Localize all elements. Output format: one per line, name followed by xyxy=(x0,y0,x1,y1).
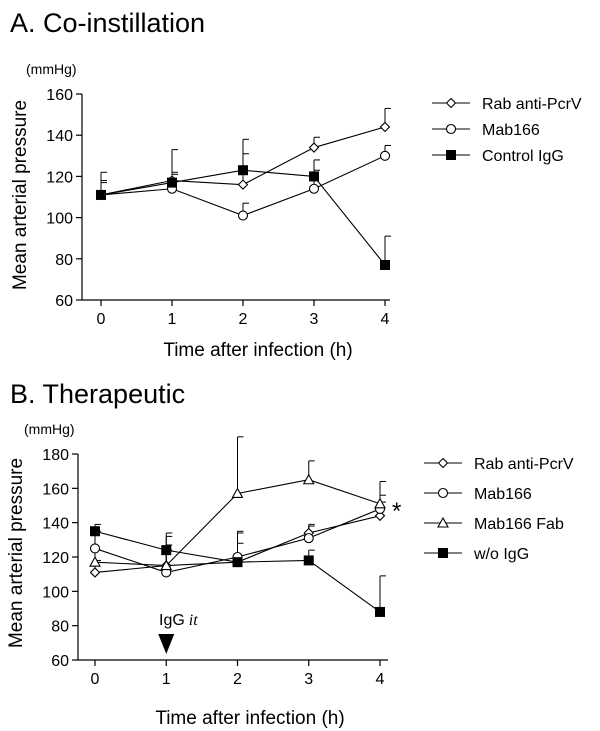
data-point xyxy=(380,259,390,270)
data-point xyxy=(167,177,177,188)
data-point xyxy=(308,142,320,153)
data-point xyxy=(303,555,314,566)
x-tick-label: 3 xyxy=(310,311,319,328)
panel-b-y-ticks: 60 80 100 120 140 160 180 xyxy=(42,447,78,670)
x-tick-label: 4 xyxy=(376,671,385,688)
panel-b-x-ticks: 0 1 2 3 4 xyxy=(91,660,385,688)
panel-b-x-axis-label: Time after infection (h) xyxy=(155,708,344,729)
panel-b-title: B. Therapeutic xyxy=(10,379,185,409)
data-point xyxy=(238,165,248,176)
data-point xyxy=(89,567,101,578)
data-point xyxy=(375,606,385,617)
legend-marker xyxy=(437,516,449,528)
data-point xyxy=(237,179,249,190)
y-tick-label: 80 xyxy=(55,252,73,269)
data-point xyxy=(232,557,243,568)
data-point xyxy=(89,556,101,567)
panel-b: B. Therapeutic (mmHg) Mean arterial pres… xyxy=(6,379,574,729)
y-tick-label: 160 xyxy=(46,87,73,104)
y-tick-label: 120 xyxy=(46,169,73,186)
panel-a-y-ticks: 60 80 100 120 140 160 xyxy=(46,87,82,310)
data-point xyxy=(308,183,320,194)
panel-a-plot-area xyxy=(95,107,391,270)
igg-annotation-italic: it xyxy=(189,612,198,629)
x-tick-label: 0 xyxy=(97,311,106,328)
y-tick-label: 60 xyxy=(51,653,69,670)
legend-marker xyxy=(438,548,448,558)
x-tick-label: 0 xyxy=(91,671,100,688)
y-tick-label: 80 xyxy=(51,619,69,636)
arrow-down-icon xyxy=(158,634,175,654)
data-point xyxy=(161,545,172,556)
panel-a-x-axis-label: Time after infection (h) xyxy=(163,340,352,361)
y-tick-label: 140 xyxy=(46,128,73,145)
data-point xyxy=(90,526,100,537)
data-point xyxy=(303,533,314,544)
significance-star: * xyxy=(392,498,401,525)
igg-annotation-main: IgG xyxy=(159,612,185,629)
legend-label: Mab166 Fab xyxy=(474,516,564,533)
y-tick-label: 140 xyxy=(42,516,69,533)
data-point xyxy=(379,150,391,161)
data-point xyxy=(374,497,386,509)
data-point xyxy=(231,487,244,499)
legend-label: Rab anti-PcrV xyxy=(474,456,574,473)
data-point xyxy=(96,189,106,200)
x-tick-label: 3 xyxy=(304,671,313,688)
panel-a: A. Co-instillation (mmHg) Mean arterial … xyxy=(10,8,582,361)
legend-label: Control IgG xyxy=(482,148,564,165)
data-point xyxy=(379,121,391,133)
x-tick-label: 1 xyxy=(162,671,171,688)
legend-marker xyxy=(437,457,449,469)
igg-annotation-label: IgG it xyxy=(159,612,198,629)
y-tick-label: 100 xyxy=(42,584,69,601)
data-point xyxy=(374,510,386,522)
y-tick-label: 160 xyxy=(42,481,69,498)
panel-a-legend: Rab anti-PcrV Mab166 Control IgG xyxy=(432,96,582,165)
panel-a-x-ticks: 0 1 2 3 4 xyxy=(97,300,390,328)
y-tick-label: 180 xyxy=(42,447,69,464)
panel-a-units: (mmHg) xyxy=(26,61,77,77)
legend-label: Rab anti-PcrV xyxy=(482,96,582,113)
x-tick-label: 4 xyxy=(381,311,390,328)
panel-a-y-axis-label: Mean arterial pressure xyxy=(10,100,31,290)
x-tick-label: 2 xyxy=(239,311,248,328)
panel-b-y-axis-label: Mean arterial pressure xyxy=(6,458,27,648)
legend-marker xyxy=(445,123,457,135)
y-tick-label: 60 xyxy=(55,293,73,310)
panel-a-title: A. Co-instillation xyxy=(10,8,205,38)
data-point xyxy=(309,171,319,182)
panel-b-legend: Rab anti-PcrV Mab166 Mab166 Fab w/o IgG xyxy=(424,456,574,563)
x-tick-label: 2 xyxy=(233,671,242,688)
legend-label: w/o IgG xyxy=(473,546,529,563)
legend-label: Mab166 xyxy=(474,486,532,503)
y-tick-label: 100 xyxy=(46,211,73,228)
x-tick-label: 1 xyxy=(168,311,177,328)
data-point xyxy=(302,473,315,485)
legend-label: Mab166 xyxy=(482,122,540,139)
data-point xyxy=(160,559,173,571)
panel-b-plot-area xyxy=(89,436,386,617)
y-tick-label: 120 xyxy=(42,550,69,567)
legend-marker xyxy=(445,97,457,109)
data-point xyxy=(89,543,101,554)
data-point xyxy=(237,210,249,221)
legend-marker xyxy=(446,150,456,160)
panel-b-units: (mmHg) xyxy=(24,421,75,437)
legend-marker xyxy=(437,487,449,499)
